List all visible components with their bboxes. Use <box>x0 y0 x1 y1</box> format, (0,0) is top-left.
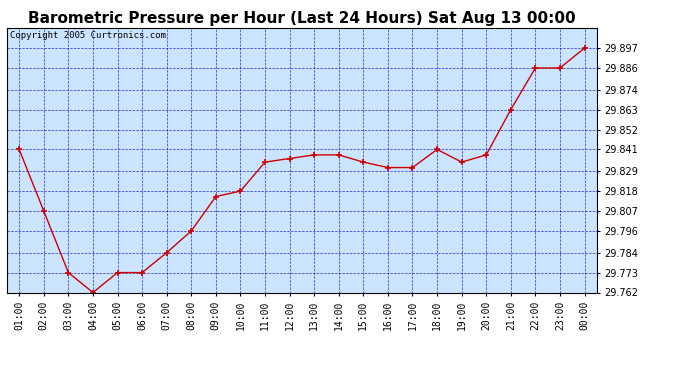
Text: Copyright 2005 Curtronics.com: Copyright 2005 Curtronics.com <box>10 31 166 40</box>
Title: Barometric Pressure per Hour (Last 24 Hours) Sat Aug 13 00:00: Barometric Pressure per Hour (Last 24 Ho… <box>28 10 575 26</box>
